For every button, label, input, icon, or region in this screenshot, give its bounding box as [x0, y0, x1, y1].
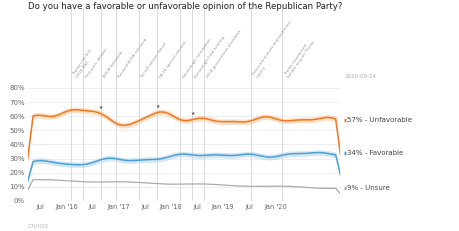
Text: AHCA defeated: AHCA defeated — [102, 51, 123, 79]
Text: 2020-05-24: 2020-05-24 — [344, 73, 376, 79]
Text: 34% - Favorable: 34% - Favorable — [347, 150, 403, 156]
Text: ★: ★ — [155, 103, 159, 109]
Text: 2018 government shutdown: 2018 government shutdown — [205, 29, 242, 79]
Text: FA-18 special election: FA-18 special election — [158, 40, 187, 79]
Text: ★: ★ — [190, 111, 194, 116]
Text: ★: ★ — [99, 105, 103, 110]
Text: Do you have a favorable or unfavorable opinion of the Republican Party?: Do you have a favorable or unfavorable o… — [28, 2, 341, 11]
Text: Trump impeached
Senate acquits Trump: Trump impeached Senate acquits Trump — [283, 37, 315, 79]
Text: Kavanaugh Ford hearing: Kavanaugh Ford hearing — [193, 35, 225, 79]
Text: First pres. debate: First pres. debate — [84, 47, 108, 79]
Text: 57% - Unfavorable: 57% - Unfavorable — [347, 117, 411, 123]
Text: Trump clinches
2016 RNC: Trump clinches 2016 RNC — [72, 48, 97, 79]
Text: Pelosi announces impeachment
inquiry: Pelosi announces impeachment inquiry — [252, 20, 296, 79]
Text: Kavanaugh nomination: Kavanaugh nomination — [181, 37, 212, 79]
Text: Tax bill passes House: Tax bill passes House — [140, 41, 168, 79]
Text: 9% - Unsure: 9% - Unsure — [347, 185, 389, 191]
Text: CIVIQS: CIVIQS — [28, 224, 49, 229]
Text: Revised BCRA released: Revised BCRA released — [117, 37, 147, 79]
